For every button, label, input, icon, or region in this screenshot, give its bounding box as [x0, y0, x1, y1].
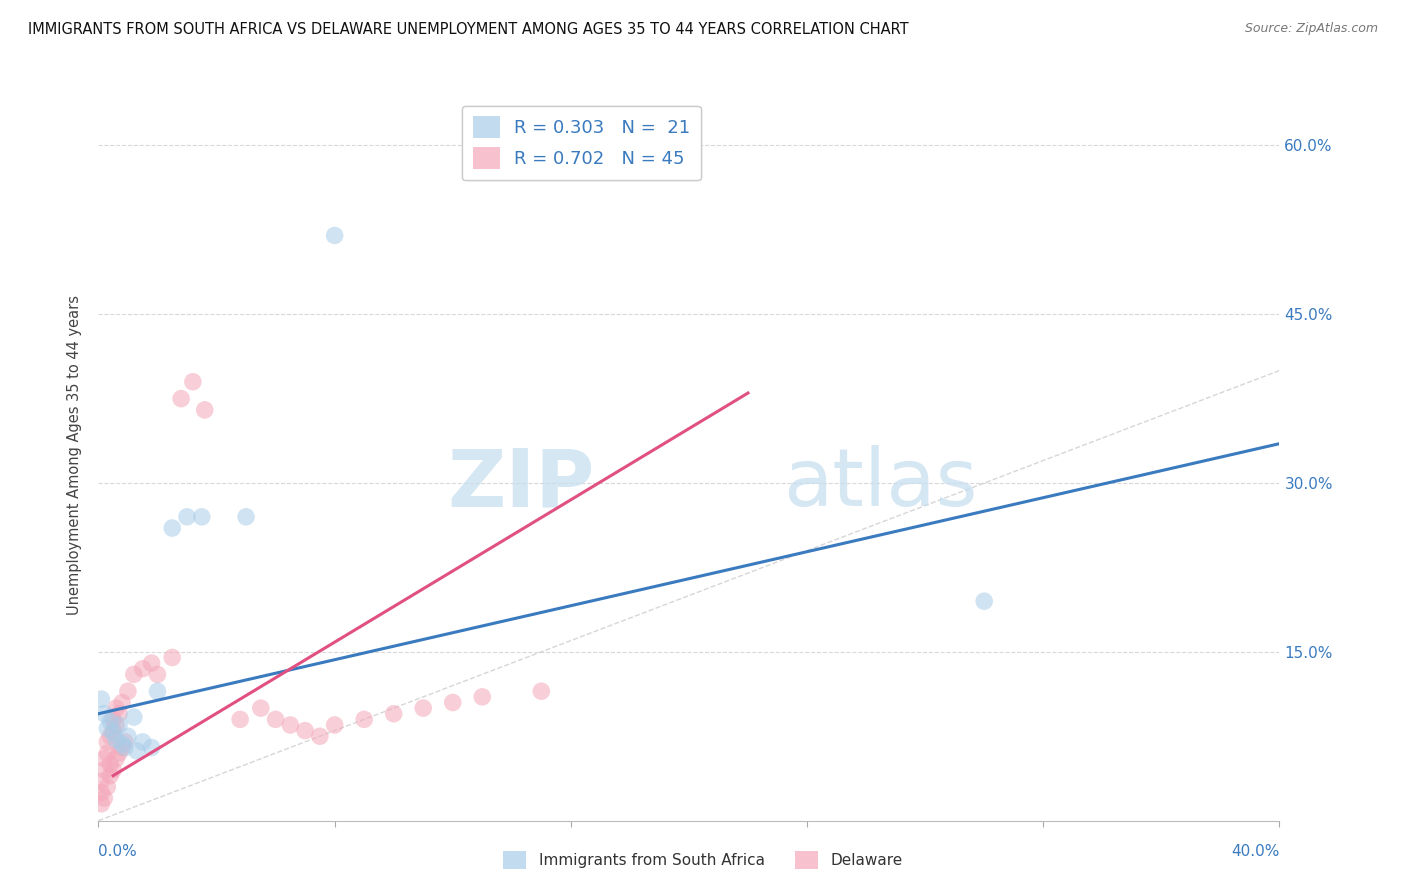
Point	[181, 375, 204, 389]
Point	[250, 701, 273, 715]
Point	[96, 780, 118, 794]
Point	[96, 746, 118, 760]
Point	[98, 714, 121, 729]
Point	[93, 791, 115, 805]
Text: 40.0%: 40.0%	[1232, 845, 1279, 859]
Point	[125, 744, 148, 758]
Point	[105, 732, 128, 747]
Point	[146, 667, 169, 681]
Point	[105, 752, 128, 766]
Point	[122, 710, 145, 724]
Point	[309, 729, 332, 743]
Point	[382, 706, 405, 721]
Point	[132, 735, 155, 749]
Point	[973, 594, 995, 608]
Point	[108, 718, 131, 732]
Point	[114, 735, 136, 749]
Point	[117, 684, 139, 698]
Point	[229, 712, 252, 726]
Point	[111, 696, 134, 710]
Point	[278, 718, 302, 732]
Text: 0.0%: 0.0%	[98, 845, 138, 859]
Point	[191, 509, 214, 524]
Point	[162, 650, 183, 665]
Point	[98, 729, 121, 743]
Point	[141, 656, 163, 670]
Point	[323, 228, 346, 243]
Point	[90, 774, 112, 789]
Point	[441, 696, 464, 710]
Point	[412, 701, 434, 715]
Point	[294, 723, 316, 738]
Point	[96, 735, 118, 749]
Text: Source: ZipAtlas.com: Source: ZipAtlas.com	[1244, 22, 1378, 36]
Legend: R = 0.303   N =  21, R = 0.702   N = 45: R = 0.303 N = 21, R = 0.702 N = 45	[461, 105, 702, 180]
Point	[98, 757, 121, 772]
Point	[111, 740, 134, 755]
Point	[93, 706, 115, 721]
Point	[90, 785, 112, 799]
Point	[98, 769, 121, 783]
Point	[176, 509, 198, 524]
Point	[103, 763, 125, 777]
Point	[93, 763, 115, 777]
Point	[117, 729, 139, 743]
Legend: Immigrants from South Africa, Delaware: Immigrants from South Africa, Delaware	[498, 845, 908, 875]
Text: IMMIGRANTS FROM SOUTH AFRICA VS DELAWARE UNEMPLOYMENT AMONG AGES 35 TO 44 YEARS : IMMIGRANTS FROM SOUTH AFRICA VS DELAWARE…	[28, 22, 908, 37]
Point	[103, 712, 125, 726]
Text: ZIP: ZIP	[447, 445, 595, 524]
Point	[114, 740, 136, 755]
Point	[105, 718, 128, 732]
Point	[105, 701, 128, 715]
Point	[96, 722, 118, 736]
Point	[471, 690, 494, 704]
Point	[111, 737, 134, 751]
Point	[108, 706, 131, 721]
Point	[122, 667, 145, 681]
Text: atlas: atlas	[783, 445, 977, 524]
Point	[103, 726, 125, 740]
Point	[90, 797, 112, 811]
Point	[141, 740, 163, 755]
Point	[90, 692, 112, 706]
Point	[162, 521, 183, 535]
Point	[194, 403, 217, 417]
Point	[146, 684, 169, 698]
Point	[264, 712, 287, 726]
Point	[530, 684, 553, 698]
Point	[170, 392, 193, 406]
Point	[323, 718, 346, 732]
Point	[353, 712, 375, 726]
Point	[103, 723, 125, 738]
Point	[93, 752, 115, 766]
Point	[108, 746, 131, 760]
Point	[132, 662, 155, 676]
Point	[235, 509, 257, 524]
Y-axis label: Unemployment Among Ages 35 to 44 years: Unemployment Among Ages 35 to 44 years	[67, 295, 83, 615]
